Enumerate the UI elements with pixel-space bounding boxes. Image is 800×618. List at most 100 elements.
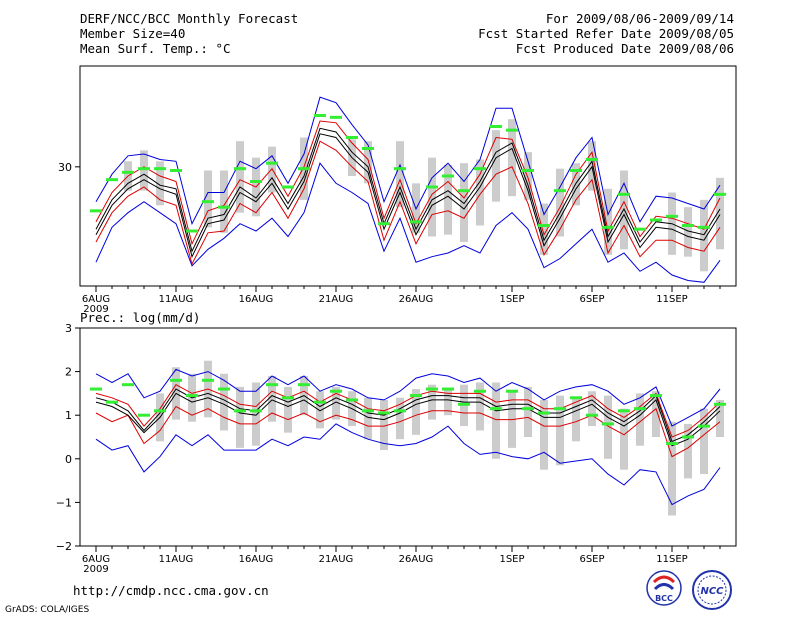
precipitation-observed-marker bbox=[618, 409, 630, 413]
forecast-start-date: Fcst Started Refer Date 2009/08/05 bbox=[478, 26, 734, 41]
precipitation-frame bbox=[79, 327, 737, 547]
precipitation-spread-bar bbox=[428, 384, 436, 420]
precipitation-observed-marker bbox=[634, 407, 646, 411]
precipitation-observed-marker bbox=[554, 407, 566, 411]
precipitation-spread-bar bbox=[572, 397, 580, 442]
temperature-observed-marker bbox=[330, 115, 342, 119]
precipitation-ytick-label: −1 bbox=[56, 496, 72, 509]
precipitation-xtick-label: 11AUG bbox=[159, 554, 194, 565]
temperature-observed-marker bbox=[106, 178, 118, 182]
temperature-spread-lower-line bbox=[95, 140, 721, 266]
precipitation-observed-marker bbox=[490, 407, 502, 411]
temperature-mean-lower-line bbox=[95, 133, 721, 259]
precipitation-xtick-sublabel: 2009 bbox=[83, 564, 108, 575]
precipitation-spread-bar bbox=[412, 389, 420, 435]
temperature-spread-bar bbox=[684, 207, 692, 257]
precipitation-spread-bar bbox=[700, 408, 708, 475]
temperature-xtick-label: 11AUG bbox=[159, 294, 194, 305]
precipitation-observed-marker bbox=[458, 402, 470, 406]
precipitation-spread-lower-line bbox=[95, 405, 721, 458]
temperature-spread-bar bbox=[156, 161, 164, 206]
temperature-observed-marker bbox=[234, 167, 246, 171]
temperature-observed-marker bbox=[298, 167, 310, 171]
temperature-observed-marker bbox=[154, 167, 166, 171]
temperature-observed-marker bbox=[410, 220, 422, 224]
precipitation-observed-marker bbox=[682, 435, 694, 439]
ncc-logo-text: NCC bbox=[700, 586, 724, 597]
temperature-xtick-sublabel: 2009 bbox=[83, 304, 108, 315]
precipitation-spread-bar bbox=[444, 389, 452, 416]
precipitation-ytick-label: −2 bbox=[56, 540, 72, 553]
precipitation-spread-bar bbox=[332, 386, 340, 420]
temperature-observed-marker bbox=[538, 224, 550, 227]
precipitation-observed-marker bbox=[330, 389, 342, 393]
precipitation-max-line bbox=[95, 368, 721, 427]
ncc-logo: NCC bbox=[692, 570, 732, 610]
source-url[interactable]: http://cmdp.ncc.cma.gov.cn bbox=[73, 583, 269, 598]
precipitation-spread-bar bbox=[620, 408, 628, 470]
temperature-xtick-label: 26AUG bbox=[399, 294, 434, 305]
precipitation-spread-bar bbox=[556, 395, 564, 466]
precipitation-ytick-label: 2 bbox=[65, 366, 72, 379]
temperature-spread-bar bbox=[508, 119, 516, 197]
precipitation-spread-bar bbox=[668, 421, 676, 516]
member-size: Member Size=40 bbox=[80, 26, 186, 41]
precipitation-spread-bar bbox=[316, 391, 324, 429]
precipitation-xtick-label: 16AUG bbox=[239, 554, 274, 565]
precipitation-observed-marker bbox=[714, 402, 726, 406]
precipitation-observed-marker bbox=[298, 383, 310, 387]
precipitation-observed-marker bbox=[698, 424, 710, 428]
precipitation-xtick-label: 11SEP bbox=[656, 554, 687, 565]
precipitation-spread-bar bbox=[524, 386, 532, 437]
precipitation-observed-marker bbox=[154, 409, 166, 413]
temperature-observed-marker bbox=[458, 189, 470, 193]
temperature-observed-marker bbox=[586, 158, 598, 161]
precipitation-observed-marker bbox=[170, 378, 182, 382]
precipitation-spread-bar bbox=[652, 391, 660, 437]
temperature-observed-marker bbox=[218, 205, 230, 209]
precipitation-xtick-label: 21AUG bbox=[319, 554, 354, 565]
precipitation-observed-marker bbox=[282, 396, 294, 400]
precipitation-observed-marker bbox=[474, 389, 486, 393]
temperature-observed-marker bbox=[186, 229, 198, 233]
grads-credit: GrADS: COLA/IGES bbox=[5, 605, 90, 615]
precipitation-spread-bar bbox=[636, 393, 644, 446]
precipitation-observed-marker bbox=[90, 387, 102, 391]
precipitation-spread-bar bbox=[268, 375, 276, 422]
precipitation-spread-bar bbox=[476, 382, 484, 431]
temperature-observed-marker bbox=[714, 192, 726, 196]
header-right: For 2009/08/06-2009/09/14 Fcst Started R… bbox=[478, 11, 734, 56]
temperature-observed-marker bbox=[122, 170, 134, 174]
temperature-spread-bar bbox=[476, 159, 484, 226]
precipitation-spread-bar bbox=[604, 395, 612, 459]
precipitation-spread-bar bbox=[380, 399, 388, 451]
temperature-min-line bbox=[95, 162, 721, 283]
bcc-logo-text: BCC bbox=[655, 594, 673, 603]
temperature-observed-marker bbox=[570, 169, 582, 172]
temperature-frame bbox=[79, 65, 737, 287]
temperature-observed-marker bbox=[522, 169, 534, 172]
precipitation-spread-bar bbox=[236, 386, 244, 448]
temperature-spread-bar bbox=[460, 163, 468, 242]
temperature-observed-marker bbox=[442, 174, 454, 178]
temperature-observed-marker bbox=[170, 169, 182, 172]
agency-logos: BCC NCC bbox=[646, 570, 732, 610]
precipitation-observed-marker bbox=[602, 422, 614, 426]
temperature-observed-marker bbox=[602, 225, 614, 229]
temperature-xtick-label: 21AUG bbox=[319, 294, 354, 305]
temperature-spread-bar bbox=[428, 157, 436, 237]
precipitation-observed-marker bbox=[410, 394, 422, 398]
precipitation-observed-marker bbox=[122, 383, 134, 387]
bcc-logo: BCC bbox=[646, 570, 682, 606]
precipitation-observed-marker bbox=[234, 409, 246, 413]
temperature-ytick-label: 30 bbox=[58, 161, 72, 174]
temperature-spread-bar bbox=[236, 141, 244, 213]
temperature-observed-marker bbox=[426, 185, 438, 189]
precipitation-spread-bar bbox=[364, 397, 372, 440]
temperature-observed-marker bbox=[554, 189, 566, 193]
precipitation-ytick-label: 3 bbox=[65, 322, 72, 335]
precip-variable-label: Prec.: log(mm/d) bbox=[80, 310, 201, 325]
precipitation-spread-upper-line bbox=[95, 384, 721, 438]
temperature-xtick-label: 6SEP bbox=[579, 294, 604, 305]
